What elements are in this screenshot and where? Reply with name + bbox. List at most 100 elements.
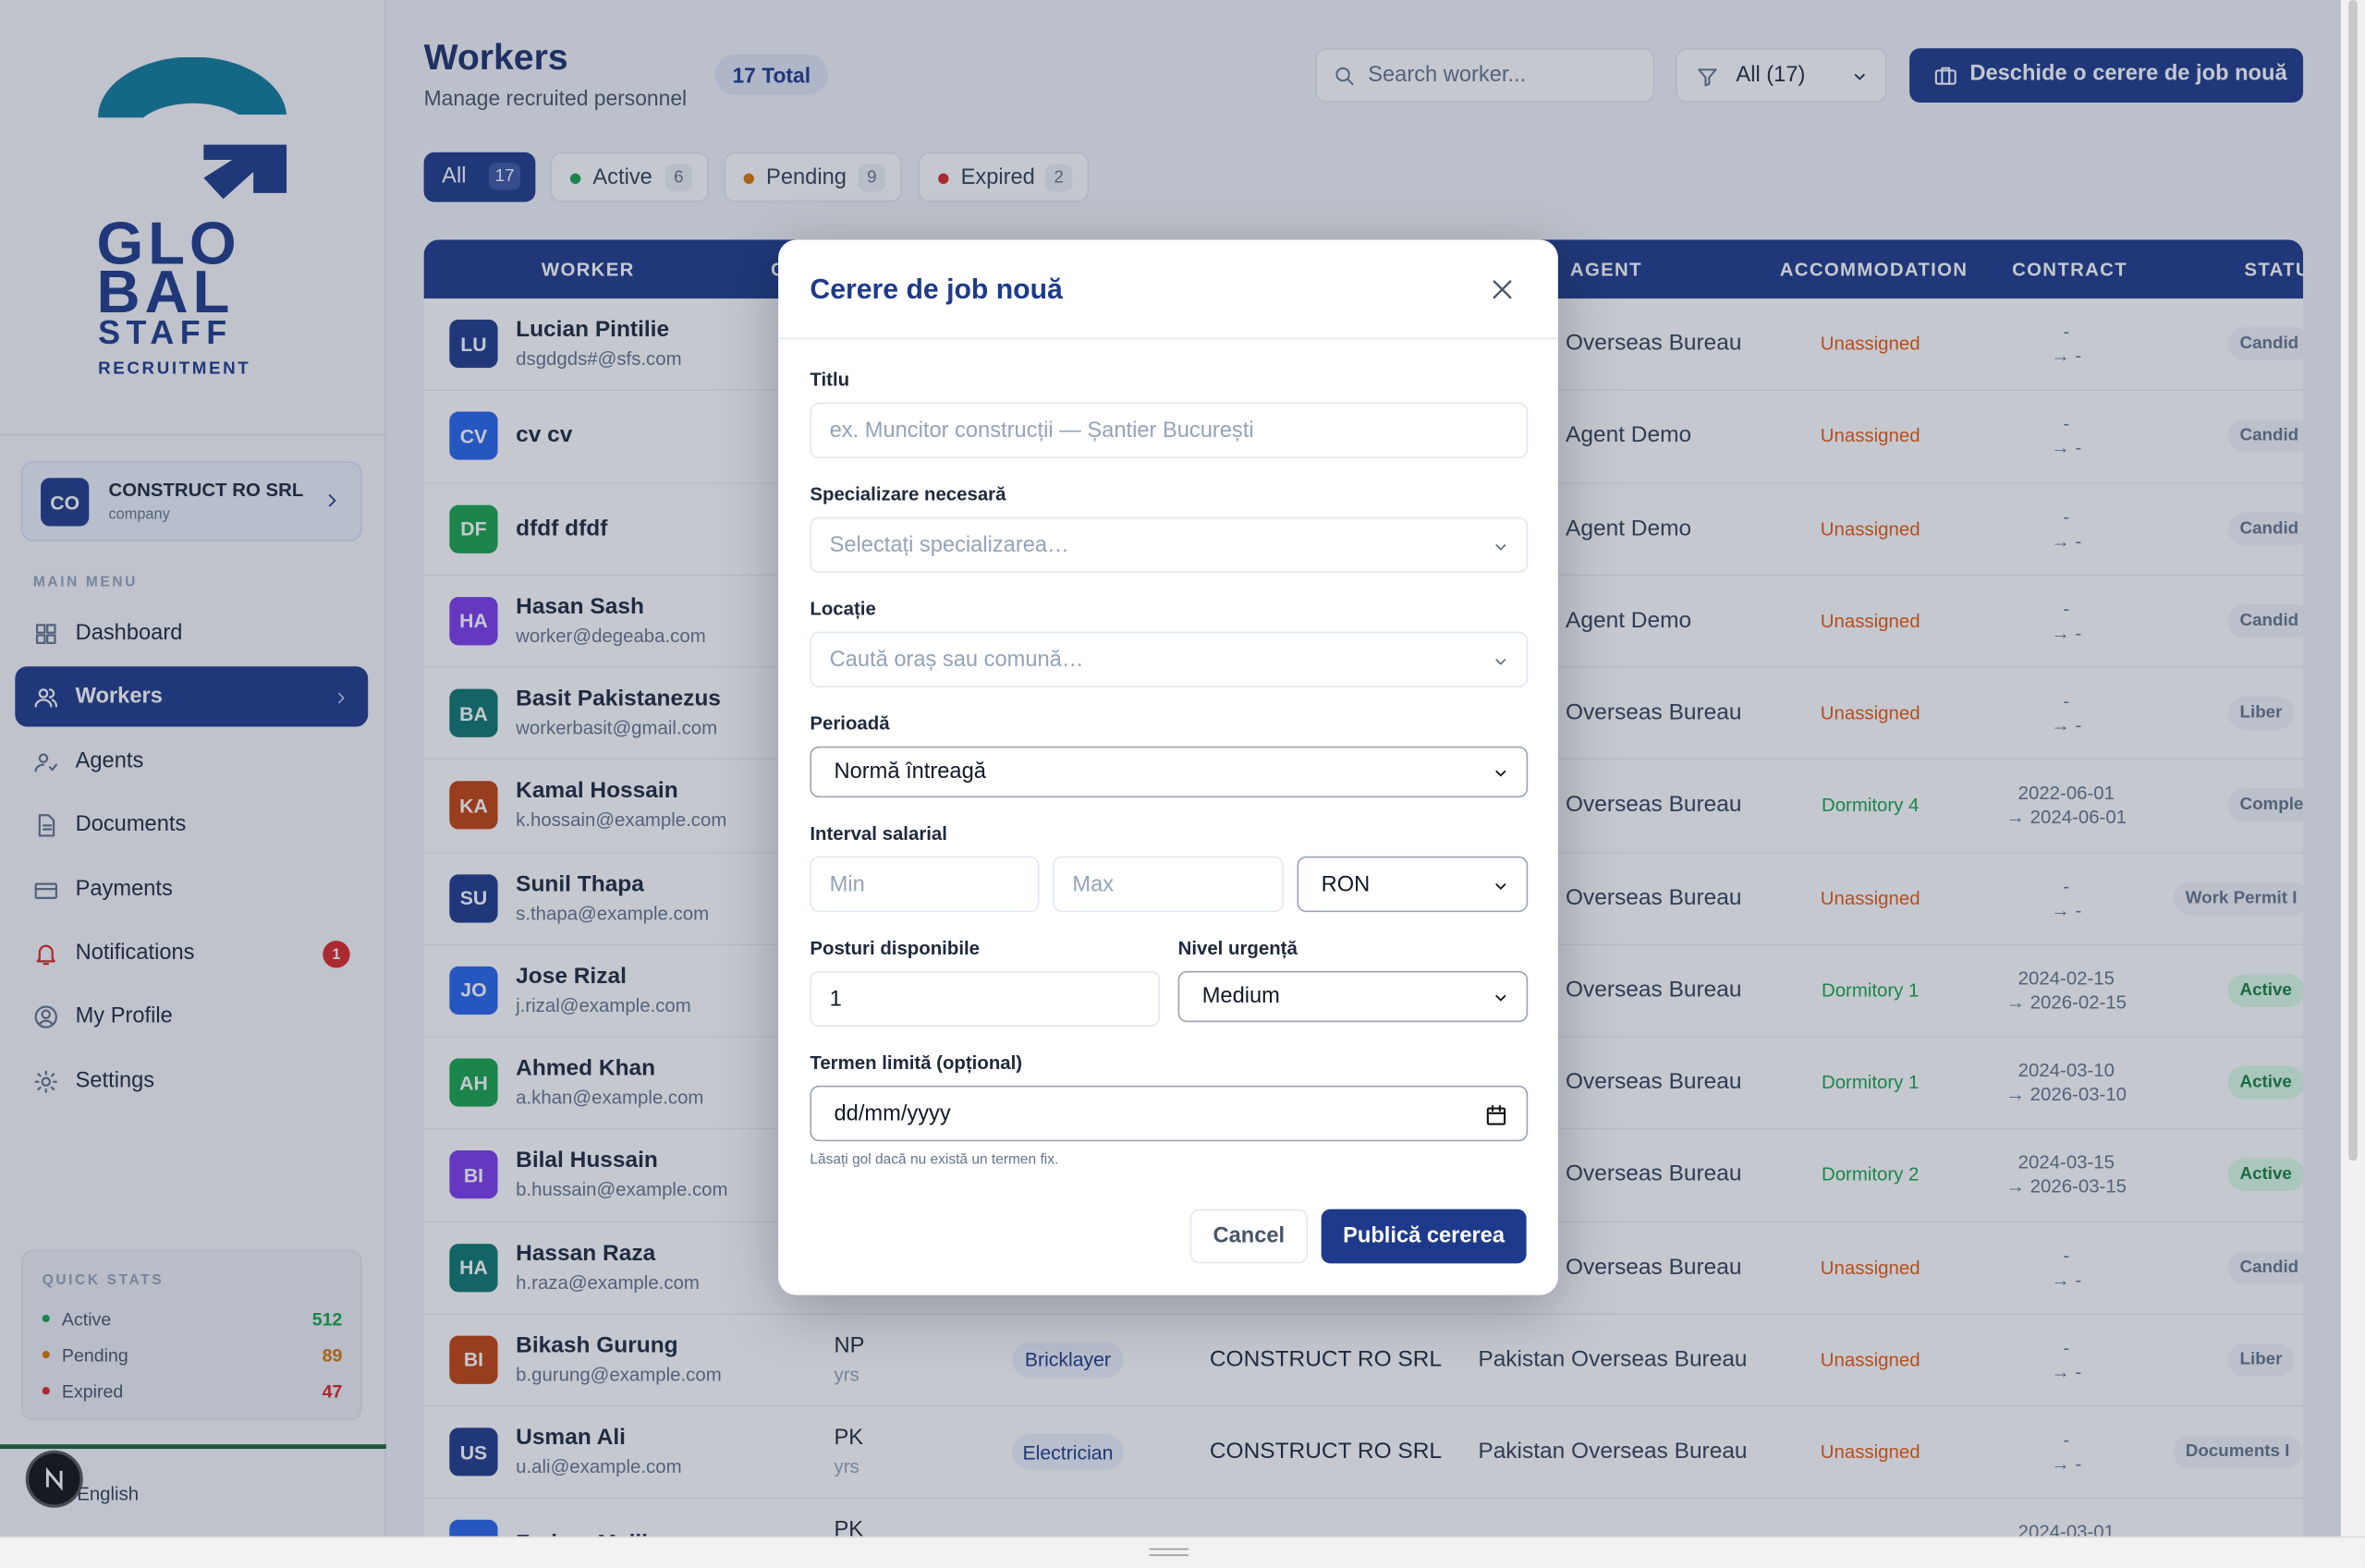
menu-label: Payments <box>75 876 173 902</box>
agent: Agent Demo <box>1566 515 1692 541</box>
worker-name: Sunil Thapa <box>516 870 644 897</box>
spec-select[interactable]: Selectați specializarea… <box>810 517 1529 574</box>
period-select[interactable]: Normă întreagă <box>810 746 1529 798</box>
accommodation: Unassigned <box>1820 425 1920 447</box>
location-select[interactable]: Caută oraș sau comună… <box>810 631 1529 688</box>
worker-name: Usman Ali <box>516 1424 626 1451</box>
field-label: Perioadă <box>810 712 890 735</box>
quick-stats-title: QUICK STATS <box>42 1272 165 1290</box>
chevron <box>1490 536 1511 557</box>
positions-input[interactable]: 1 <box>810 970 1161 1027</box>
filter-tab[interactable]: Expired 2 <box>918 152 1090 202</box>
accommodation: Unassigned <box>1820 610 1920 632</box>
salary-max[interactable]: Max <box>1053 856 1284 913</box>
table-row[interactable]: US Usman Ali u.ali@example.com PK yrs Electri… <box>423 1406 2304 1500</box>
modal-title: Cerere de job nouă <box>810 273 1063 305</box>
filter-select[interactable]: All (17) <box>1676 48 1887 103</box>
menu-item[interactable]: Workers <box>15 666 369 728</box>
worker-origin: PK <box>834 1518 864 1537</box>
new-request-button[interactable]: Deschide o cerere de job nouă <box>1909 48 2304 103</box>
status-pill: Liber <box>2227 696 2295 730</box>
tab-count: 9 <box>858 164 885 192</box>
salary-max-text: Max <box>1072 871 1115 897</box>
avatar: DF <box>449 504 498 553</box>
agent: Overseas Bureau <box>1566 883 1742 910</box>
salary-min[interactable]: Min <box>810 856 1040 913</box>
table-row[interactable]: AH Ahmed Khan a.khan@example.com Overseas B… <box>423 1038 2304 1130</box>
accommodation: Dormitory 2 <box>1821 1164 1920 1185</box>
worker-name: Bilal Hussain <box>516 1148 658 1173</box>
table-row[interactable]: JO Jose Rizal j.rizal@example.com Overseas … <box>423 945 2304 1038</box>
menu-icon <box>33 685 59 711</box>
cancel-button[interactable]: Cancel <box>1189 1209 1308 1264</box>
table-row[interactable]: Farhan Malik PK 2024-03-01 <box>424 1499 2303 1537</box>
specialization: Bricklayer <box>1012 1341 1124 1378</box>
language[interactable]: English <box>77 1483 140 1505</box>
sidebar: GLO BAL STAFF RECRUITMENT CO CONSTRUCT RO SRL… <box>0 0 386 1568</box>
menu-item[interactable]: Dashboard <box>15 603 368 663</box>
logo-text: BAL <box>96 259 235 326</box>
new-request-label: Deschide o cerere de job nouă <box>1969 61 2287 87</box>
status-pill: Active <box>2227 1065 2304 1100</box>
menu-item[interactable]: My Profile <box>15 987 368 1047</box>
field-label: Specializare necesară <box>810 483 1006 505</box>
specialization: Electrician <box>1012 1433 1124 1470</box>
table-row[interactable]: BI Bikash Gurung b.gurung@example.com NP yrs… <box>423 1314 2304 1407</box>
menu-icon <box>33 941 59 966</box>
contract-date: → - <box>2051 1361 2082 1382</box>
status-pill: Liber <box>2227 1343 2295 1377</box>
company-card[interactable]: CO CONSTRUCT RO SRL company <box>20 461 362 541</box>
tab-dot <box>569 173 581 185</box>
stat-dot <box>42 1351 50 1359</box>
worker-name: Hasan Sash <box>516 593 644 620</box>
menu-label: Workers <box>75 685 163 710</box>
worker-name: dfdf dfdf <box>516 515 608 541</box>
table-row[interactable]: SU Sunil Thapa s.thapa@example.com Overseas… <box>423 853 2304 945</box>
worker-name: cv cv <box>516 422 573 449</box>
worker-origin-sub: yrs <box>834 1456 859 1478</box>
menu-icon <box>33 1004 59 1030</box>
filter-tab[interactable]: Active 6 <box>550 152 710 202</box>
field-hint: Lăsați gol dacă nu există un termen fix. <box>810 1151 1059 1169</box>
field-label: Locație <box>810 598 876 620</box>
column-header: STATU <box>2244 259 2303 281</box>
agent: Overseas Bureau <box>1566 1253 1742 1280</box>
menu-item[interactable]: Notifications 1 <box>15 923 368 983</box>
stat-dot <box>42 1314 50 1323</box>
deadline-input-text: dd/mm/yyyy <box>834 1100 951 1126</box>
menu-item[interactable]: Settings <box>15 1051 368 1111</box>
table-row[interactable]: HA Hassan Raza h.raza@example.com Overseas … <box>423 1222 2304 1315</box>
accommodation: Unassigned <box>1820 1440 1920 1463</box>
title-input[interactable]: ex. Muncitor construcții — Șantier Bucur… <box>810 402 1529 459</box>
worker-email: a.khan@example.com <box>516 1087 704 1109</box>
company: CONSTRUCT RO SRL <box>1209 1438 1443 1465</box>
dev-badge[interactable] <box>25 1450 83 1508</box>
deadline-input[interactable]: dd/mm/yyyy <box>810 1085 1529 1142</box>
positions-input-text: 1 <box>829 986 842 1012</box>
worker-email: workerbasit@gmail.com <box>516 717 718 739</box>
menu-icon <box>33 1069 59 1095</box>
contract-date: - <box>2063 505 2070 528</box>
salary-min-text: Min <box>829 871 865 897</box>
contract-date: 2024-03-01 <box>2018 1521 2115 1537</box>
currency-select[interactable]: RON <box>1297 856 1529 913</box>
urgency-select[interactable]: Medium <box>1177 970 1529 1023</box>
close-button[interactable] <box>1489 276 1516 303</box>
worker-name: Farhan Malik <box>516 1531 654 1537</box>
filter-tab[interactable]: All 17 <box>423 152 536 202</box>
agent: Overseas Bureau <box>1566 976 1742 1003</box>
menu-item[interactable]: Payments <box>15 858 368 918</box>
agent: Overseas Bureau <box>1566 330 1742 357</box>
submit-button[interactable]: Publică cererea <box>1321 1209 1527 1264</box>
worker-email: b.gurung@example.com <box>516 1364 722 1386</box>
menu-item[interactable]: Agents <box>15 731 368 791</box>
menu-item[interactable]: Documents <box>15 795 368 855</box>
spec-select-text: Selectați specializarea… <box>829 532 1069 557</box>
column-header: ACCOMMODATION <box>1779 259 1969 281</box>
search-input[interactable]: Search worker... <box>1315 48 1655 103</box>
logo-text: RECRUITMENT <box>98 359 251 379</box>
filter-tab[interactable]: Pending 9 <box>724 152 902 202</box>
field-label: Posturi disponibile <box>810 937 981 959</box>
chevron <box>1490 763 1511 784</box>
modal-divider <box>778 337 1558 340</box>
